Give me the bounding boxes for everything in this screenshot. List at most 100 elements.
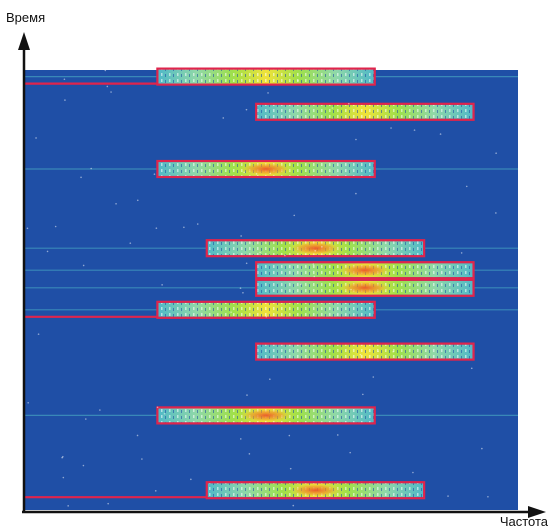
noise-dot	[245, 262, 248, 265]
noise-dot	[154, 490, 157, 492]
noise-dot	[495, 152, 497, 155]
noise-dot	[314, 249, 316, 252]
noise-dot	[90, 167, 92, 170]
x-axis-arrow	[528, 506, 546, 518]
noise-dot	[54, 225, 57, 228]
signal-hotspot	[289, 241, 342, 256]
signal-hotspot	[289, 483, 342, 498]
noise-dot	[136, 434, 139, 437]
noise-dot	[377, 350, 379, 353]
noise-dot	[481, 447, 483, 450]
noise-dot	[439, 133, 442, 135]
noise-dot	[372, 376, 375, 378]
signal-hotspot	[239, 162, 293, 176]
noise-dot	[248, 453, 251, 455]
signal-texture	[256, 344, 474, 359]
noise-dot	[141, 458, 143, 460]
noise-dot	[284, 254, 286, 257]
noise-dot	[183, 226, 185, 229]
noise-dot	[362, 393, 364, 396]
noise-dot	[136, 199, 139, 202]
noise-dot	[447, 495, 449, 497]
noise-dot	[46, 250, 49, 253]
noise-dot	[267, 92, 269, 94]
noise-dot	[487, 495, 489, 498]
noise-dot	[63, 78, 66, 81]
signal-marker-box	[156, 300, 376, 319]
noise-dot	[222, 117, 225, 119]
signal-marker-box	[255, 278, 475, 297]
noise-dot	[313, 275, 316, 278]
noise-dot	[239, 438, 242, 440]
noise-dot	[67, 505, 69, 507]
signal-texture	[157, 302, 375, 317]
noise-dot	[336, 434, 339, 436]
noise-dot	[37, 333, 40, 335]
signal-marker-box	[156, 406, 376, 425]
noise-dot	[495, 212, 497, 214]
noise-dot	[82, 264, 85, 267]
noise-dot	[107, 502, 109, 505]
signal-marker-box	[205, 481, 426, 500]
noise-dot	[413, 129, 416, 131]
noise-dot	[239, 287, 242, 289]
noise-dot	[62, 476, 65, 479]
noise-dot	[80, 176, 82, 179]
noise-dot	[35, 137, 37, 139]
noise-dot	[355, 138, 357, 141]
signal-burst-1	[24, 67, 376, 86]
noise-dot	[243, 171, 245, 174]
noise-dot	[106, 85, 109, 88]
noise-dot	[398, 356, 400, 359]
noise-dot	[245, 108, 248, 111]
noise-dot	[259, 251, 261, 254]
noise-dot	[265, 315, 268, 318]
noise-dot	[104, 69, 107, 72]
noise-dot	[27, 401, 29, 404]
noise-dot	[249, 494, 252, 497]
noise-dot	[465, 185, 468, 188]
noise-dot	[110, 91, 112, 93]
signal-hotspot	[338, 280, 391, 295]
signal-hotspot	[338, 263, 391, 278]
signal-burst-2	[255, 102, 475, 121]
noise-dot	[163, 412, 166, 415]
noise-dot	[289, 467, 292, 470]
noise-dot	[61, 456, 63, 459]
noise-dot	[156, 406, 159, 409]
signal-hotspot	[239, 408, 293, 423]
noise-dot	[359, 353, 362, 356]
signal-marker-box	[255, 342, 475, 361]
signal-burst-3	[156, 159, 376, 179]
noise-dot	[350, 288, 352, 291]
noise-dot	[99, 409, 101, 411]
noise-dot	[129, 242, 132, 244]
x-axis-label: Частота	[500, 514, 549, 529]
noise-dot	[392, 350, 395, 353]
signal-burst-9	[156, 406, 376, 425]
noise-dot	[196, 223, 199, 225]
signal-bursts	[24, 67, 475, 500]
signal-marker-box	[255, 102, 475, 121]
noise-dot	[390, 127, 392, 129]
noise-dot	[82, 464, 85, 467]
noise-dot	[292, 504, 295, 507]
noise-dot	[242, 292, 244, 294]
noise-dot	[460, 252, 463, 254]
noise-dot	[85, 418, 87, 420]
noise-dot	[26, 227, 29, 230]
signal-marker-box	[156, 67, 376, 86]
noise-dot	[115, 202, 117, 205]
signal-burst-5	[255, 261, 475, 280]
noise-dot	[412, 471, 414, 474]
noise-dot	[349, 451, 351, 454]
signal-burst-8	[255, 342, 475, 361]
noise-dot	[297, 79, 299, 82]
noise-dot	[300, 283, 302, 286]
noise-dot	[312, 263, 315, 265]
noise-dot	[230, 311, 232, 313]
noise-dot	[269, 172, 272, 175]
signal-marker-box	[205, 239, 426, 258]
signal-burst-6	[255, 278, 475, 297]
